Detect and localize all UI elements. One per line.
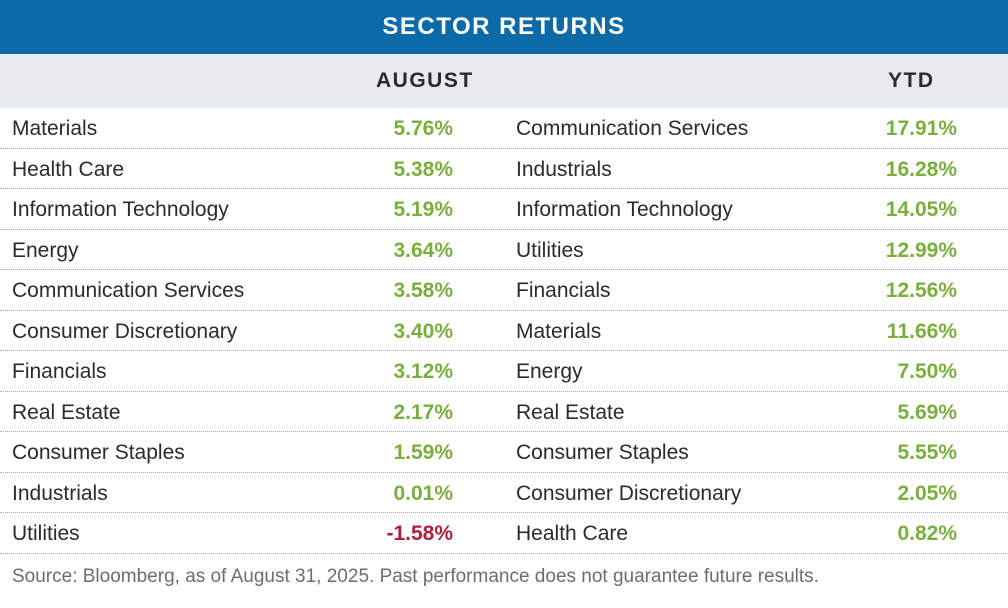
ytd-sector-name: Health Care xyxy=(516,522,629,545)
august-return-value: 0.01% xyxy=(393,481,453,505)
august-column-header: AUGUST xyxy=(376,69,474,92)
ytd-return-value: 2.05% xyxy=(897,481,957,505)
table-row: Information Technology 5.19% Information T… xyxy=(0,189,1008,230)
ytd-sector-name: Information Technology xyxy=(516,198,733,221)
ytd-column-header: YTD xyxy=(888,69,935,92)
august-return-value: -1.58% xyxy=(386,522,453,545)
table-row: Real Estate 2.17% Real Estate 5.69% xyxy=(0,392,1008,432)
sector-returns-table-body: Materials 5.76% Communication Services 17.9… xyxy=(0,108,1008,554)
august-return-value: 3.12% xyxy=(393,360,453,383)
ytd-return-value: 0.82% xyxy=(897,522,957,545)
august-sector-name: Real Estate xyxy=(12,400,121,424)
table-row: Consumer Staples 1.59% Consumer Staples 5.5… xyxy=(0,432,1008,473)
ytd-return-value: 16.28% xyxy=(885,157,957,181)
august-return-value: 3.40% xyxy=(393,319,453,343)
ytd-return-value: 12.56% xyxy=(885,279,957,302)
table-row: Consumer Discretionary 3.40% Materials 11.6… xyxy=(0,311,1008,351)
table-row: Industrials 0.01% Consumer Discretionary 2.… xyxy=(0,473,1008,513)
ytd-sector-name: Consumer Staples xyxy=(516,441,689,464)
ytd-return-value: 17.91% xyxy=(885,117,957,140)
august-sector-name: Communication Services xyxy=(12,279,245,302)
august-sector-name: Utilities xyxy=(12,522,80,545)
august-sector-name: Financials xyxy=(12,360,107,383)
august-sector-name: Consumer Staples xyxy=(12,441,185,464)
august-return-value: 5.76% xyxy=(393,117,453,140)
ytd-sector-name: Materials xyxy=(516,319,602,343)
ytd-return-value: 14.05% xyxy=(885,198,957,221)
table-row: Utilities -1.58% Health Care 0.82% xyxy=(0,513,1008,554)
ytd-sector-name: Industrials xyxy=(516,157,612,181)
august-return-value: 5.38% xyxy=(393,157,453,181)
source-footnote: Source: Bloomberg, as of August 31, 2025… xyxy=(12,566,819,587)
august-sector-name: Materials xyxy=(12,117,98,140)
august-return-value: 2.17% xyxy=(393,400,453,424)
august-sector-name: Health Care xyxy=(12,157,125,181)
ytd-sector-name: Financials xyxy=(516,279,611,302)
table-row: Communication Services 3.58% Financials 12.… xyxy=(0,270,1008,311)
table-row: Energy 3.64% Utilities 12.99% xyxy=(0,230,1008,270)
ytd-sector-name: Utilities xyxy=(516,238,584,262)
ytd-return-value: 7.50% xyxy=(897,360,957,383)
august-return-value: 3.64% xyxy=(393,238,453,262)
ytd-return-value: 12.99% xyxy=(885,238,957,262)
august-sector-name: Energy xyxy=(12,238,79,262)
august-sector-name: Consumer Discretionary xyxy=(12,319,238,343)
august-sector-name: Industrials xyxy=(12,481,108,505)
table-row: Health Care 5.38% Industrials 16.28% xyxy=(0,149,1008,189)
table-title: SECTOR RETURNS xyxy=(0,0,1008,54)
ytd-return-value: 11.66% xyxy=(886,319,957,343)
column-header-row: AUGUST YTD xyxy=(0,54,1008,108)
august-return-value: 3.58% xyxy=(393,279,453,302)
ytd-sector-name: Consumer Discretionary xyxy=(516,481,742,505)
table-row: Financials 3.12% Energy 7.50% xyxy=(0,351,1008,392)
table-row: Materials 5.76% Communication Services 17.9… xyxy=(0,108,1008,149)
ytd-sector-name: Energy xyxy=(516,360,583,383)
ytd-sector-name: Communication Services xyxy=(516,117,749,140)
august-return-value: 1.59% xyxy=(393,441,453,464)
august-sector-name: Information Technology xyxy=(12,198,229,221)
ytd-return-value: 5.55% xyxy=(897,441,957,464)
ytd-return-value: 5.69% xyxy=(897,400,957,424)
august-return-value: 5.19% xyxy=(393,198,453,221)
ytd-sector-name: Real Estate xyxy=(516,400,625,424)
